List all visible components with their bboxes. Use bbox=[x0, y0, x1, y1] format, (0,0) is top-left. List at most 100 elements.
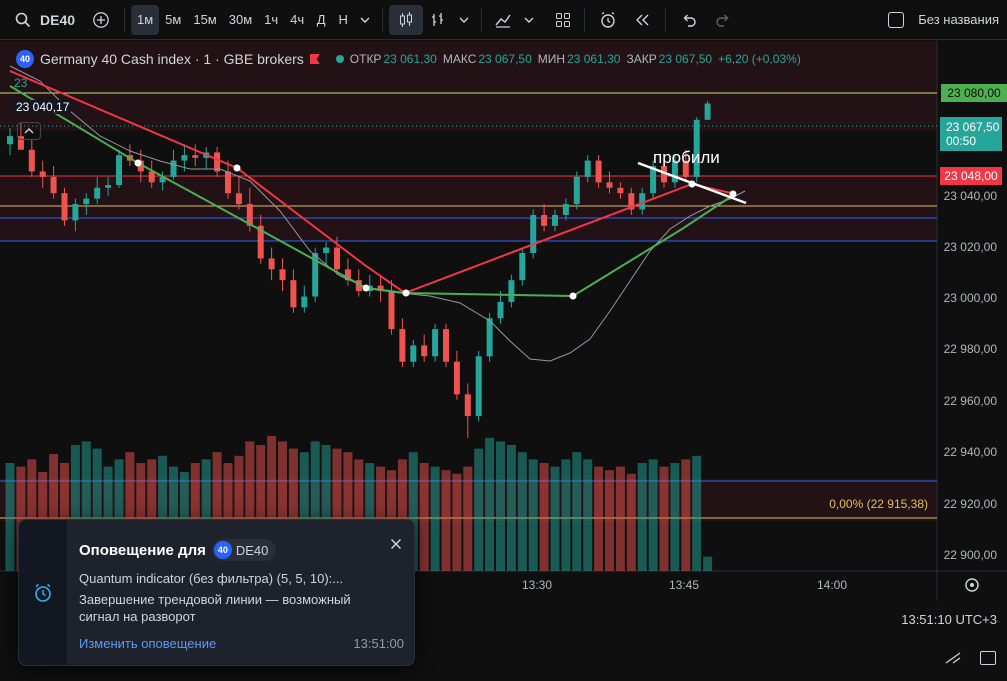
candle-body bbox=[508, 280, 515, 302]
gear-hub bbox=[970, 583, 974, 587]
layout-name: Без названия bbox=[918, 12, 999, 27]
interval-button[interactable]: 4ч bbox=[290, 12, 305, 27]
ohlc-label: МИН bbox=[537, 52, 566, 66]
maximize-icon[interactable] bbox=[980, 651, 996, 665]
volume-bar bbox=[158, 455, 168, 571]
candle-body bbox=[181, 155, 188, 161]
candle-body bbox=[475, 356, 482, 417]
alert-notification[interactable]: Оповещение для 40 DE40 Quantum indicator… bbox=[18, 519, 415, 666]
ohlc-change: +6,20 (+0,03%) bbox=[718, 52, 801, 66]
volume-bar bbox=[703, 556, 713, 571]
candle-body bbox=[519, 253, 526, 281]
volume-bar bbox=[594, 466, 604, 571]
volume-bar bbox=[452, 473, 462, 571]
volume-bar bbox=[539, 463, 549, 571]
volume-bar bbox=[397, 459, 407, 571]
notification-header: Оповещение для 40 DE40 bbox=[79, 539, 277, 561]
interval-button[interactable]: Д bbox=[316, 12, 326, 27]
symbol-logo: 40 bbox=[213, 541, 232, 559]
candle-body bbox=[17, 136, 24, 150]
clock[interactable]: 13:51:10 UTC+3 bbox=[901, 612, 997, 627]
volume-bar bbox=[419, 463, 429, 571]
candle-body bbox=[246, 204, 253, 226]
edit-alert-link[interactable]: Изменить оповещение bbox=[79, 636, 217, 651]
pivot-dot bbox=[569, 292, 577, 300]
interval-dropdown[interactable] bbox=[354, 5, 376, 35]
candle-body bbox=[344, 269, 351, 281]
notification-symbol-chip[interactable]: 40 DE40 bbox=[211, 539, 277, 561]
collapse-legend-button[interactable] bbox=[17, 122, 41, 140]
price-chart[interactable]: пробили 13:30 13:45 14:00 23 040,00 23 0… bbox=[0, 41, 1007, 601]
breakout-line bbox=[637, 161, 747, 205]
candle-body bbox=[225, 171, 231, 194]
candle-body bbox=[279, 269, 286, 281]
rewind-icon bbox=[636, 14, 649, 25]
candle-body bbox=[159, 176, 166, 183]
indicator-chart-button[interactable] bbox=[488, 5, 518, 35]
indicator-dropdown[interactable] bbox=[518, 5, 540, 35]
chart-pane[interactable]: пробили 13:30 13:45 14:00 23 040,00 23 0… bbox=[0, 41, 1007, 601]
close-button[interactable] bbox=[388, 536, 404, 552]
layout-name-button[interactable]: Без названия bbox=[880, 5, 1007, 35]
replay-button[interactable] bbox=[625, 5, 659, 35]
volume-bar bbox=[321, 445, 331, 571]
layout-checkbox[interactable] bbox=[888, 11, 905, 28]
candle-body bbox=[562, 204, 569, 215]
grid-layout-icon bbox=[556, 12, 571, 27]
red-zone-mid bbox=[0, 176, 937, 241]
ohlc-label: МАКС bbox=[442, 52, 477, 66]
legend-title[interactable]: Germany 40 Cash index · 1 · GBE brokers bbox=[40, 51, 304, 67]
candles-style-button[interactable] bbox=[389, 4, 424, 35]
redo-button[interactable] bbox=[706, 5, 740, 35]
symbol-logo: 40 bbox=[16, 50, 34, 68]
volume-bar bbox=[517, 452, 527, 571]
indicators-button[interactable] bbox=[423, 5, 453, 35]
price-tag-green: 23 080,00 bbox=[941, 84, 1007, 102]
candle-body bbox=[464, 394, 471, 417]
volume-bar bbox=[136, 463, 146, 571]
candle-body bbox=[443, 329, 449, 362]
symbol-name: DE40 bbox=[40, 11, 76, 28]
candle-body bbox=[105, 185, 112, 188]
last-price: 23 067,50 bbox=[946, 120, 1000, 134]
ohlc-label: ЗАКР bbox=[626, 52, 657, 66]
price-tick: 22 980,00 bbox=[944, 342, 998, 356]
interval-button[interactable]: Н bbox=[338, 12, 348, 27]
compare-button[interactable] bbox=[84, 5, 118, 35]
candle-body bbox=[7, 136, 13, 145]
candle-body bbox=[268, 258, 275, 270]
candle-body bbox=[50, 176, 57, 194]
symbol-search-button[interactable]: DE40 bbox=[0, 5, 84, 35]
candle-body bbox=[301, 296, 308, 308]
candle-body bbox=[628, 193, 635, 210]
layout-button[interactable] bbox=[548, 5, 578, 35]
undo-button[interactable] bbox=[672, 5, 706, 35]
toolbar-divider bbox=[665, 7, 667, 32]
volume-bar bbox=[343, 452, 353, 571]
candle-body bbox=[312, 253, 319, 297]
chevron-down-icon bbox=[360, 17, 370, 23]
interval-button[interactable]: 1м bbox=[131, 4, 160, 35]
chart-type-dropdown[interactable] bbox=[453, 5, 475, 35]
expand-icon[interactable] bbox=[944, 651, 962, 668]
candle-body bbox=[497, 301, 504, 319]
interval-button[interactable]: 15м bbox=[193, 12, 217, 27]
settings-gear-icon[interactable] bbox=[965, 578, 979, 592]
interval-button[interactable]: 30м bbox=[228, 12, 253, 27]
volume-bar bbox=[223, 463, 233, 571]
candle-body bbox=[170, 160, 177, 177]
candle-body bbox=[355, 280, 362, 292]
alert-button[interactable] bbox=[591, 5, 625, 35]
candle-body bbox=[94, 187, 101, 199]
interval-button[interactable]: 1ч bbox=[264, 12, 279, 27]
volume-bar bbox=[267, 436, 277, 571]
candle-body bbox=[83, 198, 90, 205]
candle-body bbox=[137, 160, 144, 172]
candle-body bbox=[650, 166, 657, 194]
interval-button[interactable]: 5м bbox=[165, 12, 182, 27]
ohlc-value: 23 067,50 bbox=[658, 52, 713, 66]
search-icon bbox=[15, 12, 31, 27]
notification-line-3: сигнал на разворот bbox=[79, 609, 196, 624]
volume-bar bbox=[430, 466, 440, 571]
volume-bar bbox=[125, 452, 135, 571]
